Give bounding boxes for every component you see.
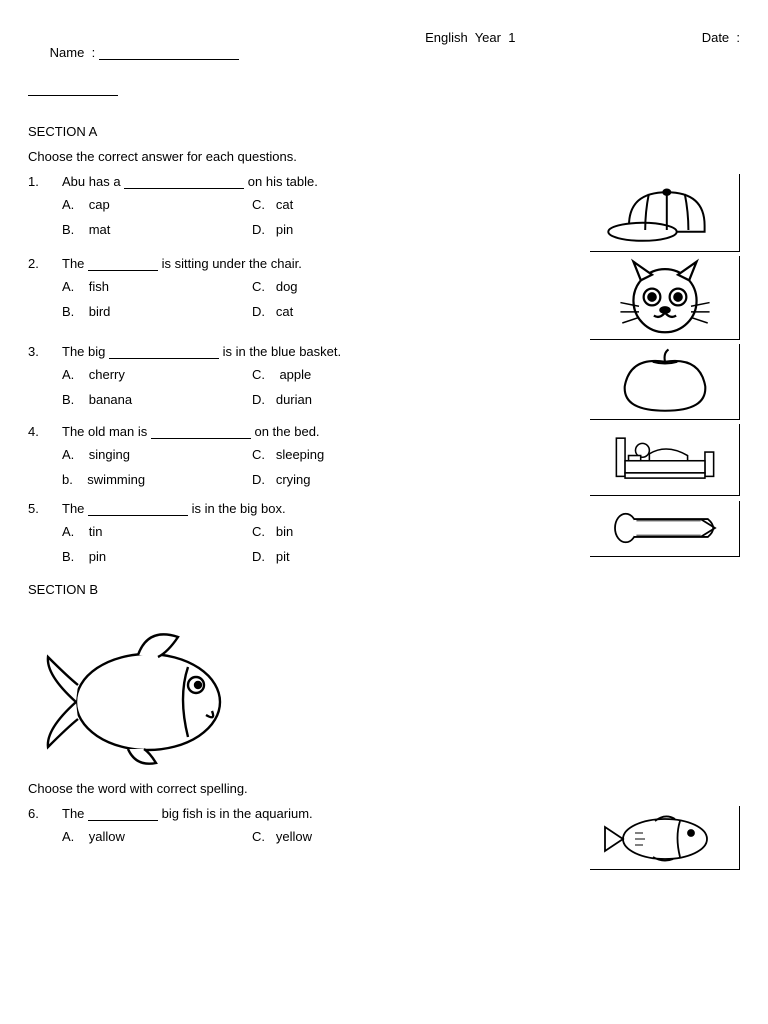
q4-choice-a[interactable]: A. singing	[62, 447, 252, 462]
q3-choice-b[interactable]: B. banana	[62, 392, 252, 407]
q6-blank[interactable]	[88, 809, 158, 821]
q2-choice-c[interactable]: C. dog	[252, 279, 442, 294]
section-a-instruction: Choose the correct answer for each quest…	[28, 149, 740, 164]
q2-num: 2.	[28, 256, 62, 271]
q3-blank[interactable]	[109, 347, 219, 359]
q1-choice-b[interactable]: B. mat	[62, 222, 252, 237]
q6-num: 6.	[28, 806, 62, 821]
q4-blank[interactable]	[151, 427, 251, 439]
question-5: 5. The is in the big box. A. tin C. bin …	[28, 501, 740, 574]
q3-num: 3.	[28, 344, 62, 359]
section-a-title: SECTION A	[28, 124, 740, 139]
section-b-instruction: Choose the word with correct spelling.	[28, 781, 740, 796]
q6-choice-c[interactable]: C. yellow	[252, 829, 442, 844]
q3-choice-a[interactable]: A. cherry	[62, 367, 252, 382]
q1-blank[interactable]	[124, 177, 244, 189]
q5-blank[interactable]	[88, 504, 188, 516]
q2-choice-d[interactable]: D. cat	[252, 304, 442, 319]
q5-choice-c[interactable]: C. bin	[252, 524, 442, 539]
q5-choice-a[interactable]: A. tin	[62, 524, 252, 539]
q4-pre: The old man is	[62, 424, 151, 439]
q2-choice-b[interactable]: B. bird	[62, 304, 252, 319]
q6-pre: The	[62, 806, 88, 821]
subject-label: English Year 1	[425, 30, 515, 75]
q3-choice-c[interactable]: C. apple	[252, 367, 442, 382]
question-2: 2. The is sitting under the chair. A. fi…	[28, 256, 740, 340]
date-label: Date :	[702, 30, 740, 75]
q1-choice-d[interactable]: D. pin	[252, 222, 442, 237]
q4-image	[590, 424, 740, 496]
q3-image	[590, 344, 740, 420]
question-3: 3. The big is in the blue basket. A. che…	[28, 344, 740, 420]
q2-blank[interactable]	[88, 259, 158, 271]
q5-choice-d[interactable]: D. pit	[252, 549, 442, 564]
q1-post: on his table.	[244, 174, 318, 189]
q4-choice-d[interactable]: D. crying	[252, 472, 442, 487]
q5-image	[590, 501, 740, 557]
q6-choice-a[interactable]: A. yallow	[62, 829, 252, 844]
q5-pre: The	[62, 501, 88, 516]
question-6: 6. The big fish is in the aquarium. A. y…	[28, 806, 740, 870]
q1-pre: Abu has a	[62, 174, 124, 189]
section-b-title: SECTION B	[28, 582, 740, 597]
q2-post: is sitting under the chair.	[158, 256, 302, 271]
q2-image	[590, 256, 740, 340]
q6-image	[590, 806, 740, 870]
q1-num: 1.	[28, 174, 62, 189]
big-fish-image	[28, 607, 740, 777]
q4-post: on the bed.	[251, 424, 320, 439]
q5-num: 5.	[28, 501, 62, 516]
name-blank[interactable]	[99, 48, 239, 60]
q2-choice-a[interactable]: A. fish	[62, 279, 252, 294]
q2-pre: The	[62, 256, 88, 271]
q6-post: big fish is in the aquarium.	[158, 806, 313, 821]
q4-choice-c[interactable]: C. sleeping	[252, 447, 442, 462]
q3-pre: The big	[62, 344, 109, 359]
name-label: Name :	[28, 30, 239, 75]
q1-choice-c[interactable]: C. cat	[252, 197, 442, 212]
q3-choice-d[interactable]: D. durian	[252, 392, 442, 407]
date-blank[interactable]	[28, 84, 118, 96]
q1-image	[590, 174, 740, 252]
q1-choice-a[interactable]: A. cap	[62, 197, 252, 212]
q3-post: is in the blue basket.	[219, 344, 341, 359]
q4-choice-b[interactable]: b. swimming	[62, 472, 252, 487]
q4-num: 4.	[28, 424, 62, 439]
question-1: 1. Abu has a on his table. A. cap C. cat…	[28, 174, 740, 252]
question-4: 4. The old man is on the bed. A. singing…	[28, 424, 740, 497]
q5-post: is in the big box.	[188, 501, 286, 516]
q5-choice-b[interactable]: B. pin	[62, 549, 252, 564]
